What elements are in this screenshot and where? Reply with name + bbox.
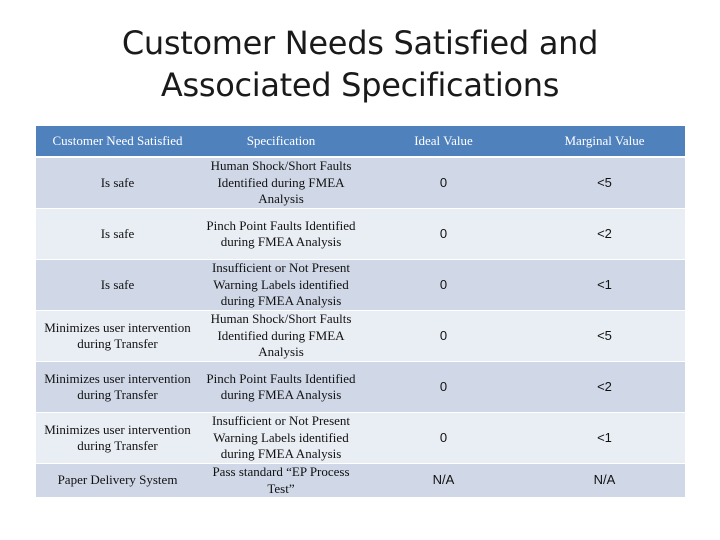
cell-marginal: <1: [524, 259, 685, 311]
table-row: Minimizes user intervention during Trans…: [36, 310, 685, 362]
table-row: Minimizes user intervention during Trans…: [36, 412, 685, 464]
cell-need: Is safe: [36, 208, 199, 260]
slide-title-line-2: Associated Specifications: [160, 66, 560, 104]
cell-need: Minimizes user intervention during Trans…: [36, 310, 199, 362]
cell-marginal: <1: [524, 412, 685, 464]
cell-spec: Pinch Point Faults Identified during FME…: [199, 361, 363, 413]
cell-marginal: <2: [524, 361, 685, 413]
cell-marginal: N/A: [524, 463, 685, 497]
table-row: Is safe Human Shock/Short Faults Identif…: [36, 156, 685, 209]
cell-ideal: 0: [363, 310, 524, 362]
cell-spec: Human Shock/Short Faults Identified duri…: [199, 310, 363, 362]
table-header-row: Customer Need Satisfied Specification Id…: [36, 126, 685, 158]
header-ideal-value: Ideal Value: [363, 126, 524, 158]
cell-spec: Insufficient or Not Present Warning Labe…: [199, 412, 363, 464]
cell-need: Minimizes user intervention during Trans…: [36, 412, 199, 464]
table-row: Minimizes user intervention during Trans…: [36, 361, 685, 413]
cell-ideal: 0: [363, 259, 524, 311]
cell-spec: Pass standard “EP Process Test”: [199, 463, 363, 497]
cell-need: Minimizes user intervention during Trans…: [36, 361, 199, 413]
cell-need: Paper Delivery System: [36, 463, 199, 497]
cell-spec: Insufficient or Not Present Warning Labe…: [199, 259, 363, 311]
cell-marginal: <2: [524, 208, 685, 260]
cell-ideal: N/A: [363, 463, 524, 497]
cell-marginal: <5: [524, 310, 685, 362]
cell-ideal: 0: [363, 208, 524, 260]
cell-need: Is safe: [36, 259, 199, 311]
cell-ideal: 0: [363, 412, 524, 464]
header-marginal-value: Marginal Value: [524, 126, 685, 158]
header-specification: Specification: [199, 126, 363, 158]
cell-spec: Human Shock/Short Faults Identified duri…: [199, 156, 363, 209]
specifications-table: Customer Need Satisfied Specification Id…: [36, 126, 685, 497]
cell-spec: Pinch Point Faults Identified during FME…: [199, 208, 363, 260]
table-row: Paper Delivery System Pass standard “EP …: [36, 463, 685, 497]
slide-title-line-1: Customer Needs Satisfied and: [121, 24, 599, 62]
cell-ideal: 0: [363, 156, 524, 209]
header-customer-need: Customer Need Satisfied: [36, 126, 199, 158]
cell-need: Is safe: [36, 156, 199, 209]
table-row: Is safe Insufficient or Not Present Warn…: [36, 259, 685, 311]
cell-marginal: <5: [524, 156, 685, 209]
slide-title: Customer Needs Satisfied and Associated …: [0, 22, 720, 106]
cell-ideal: 0: [363, 361, 524, 413]
table-row: Is safe Pinch Point Faults Identified du…: [36, 208, 685, 260]
